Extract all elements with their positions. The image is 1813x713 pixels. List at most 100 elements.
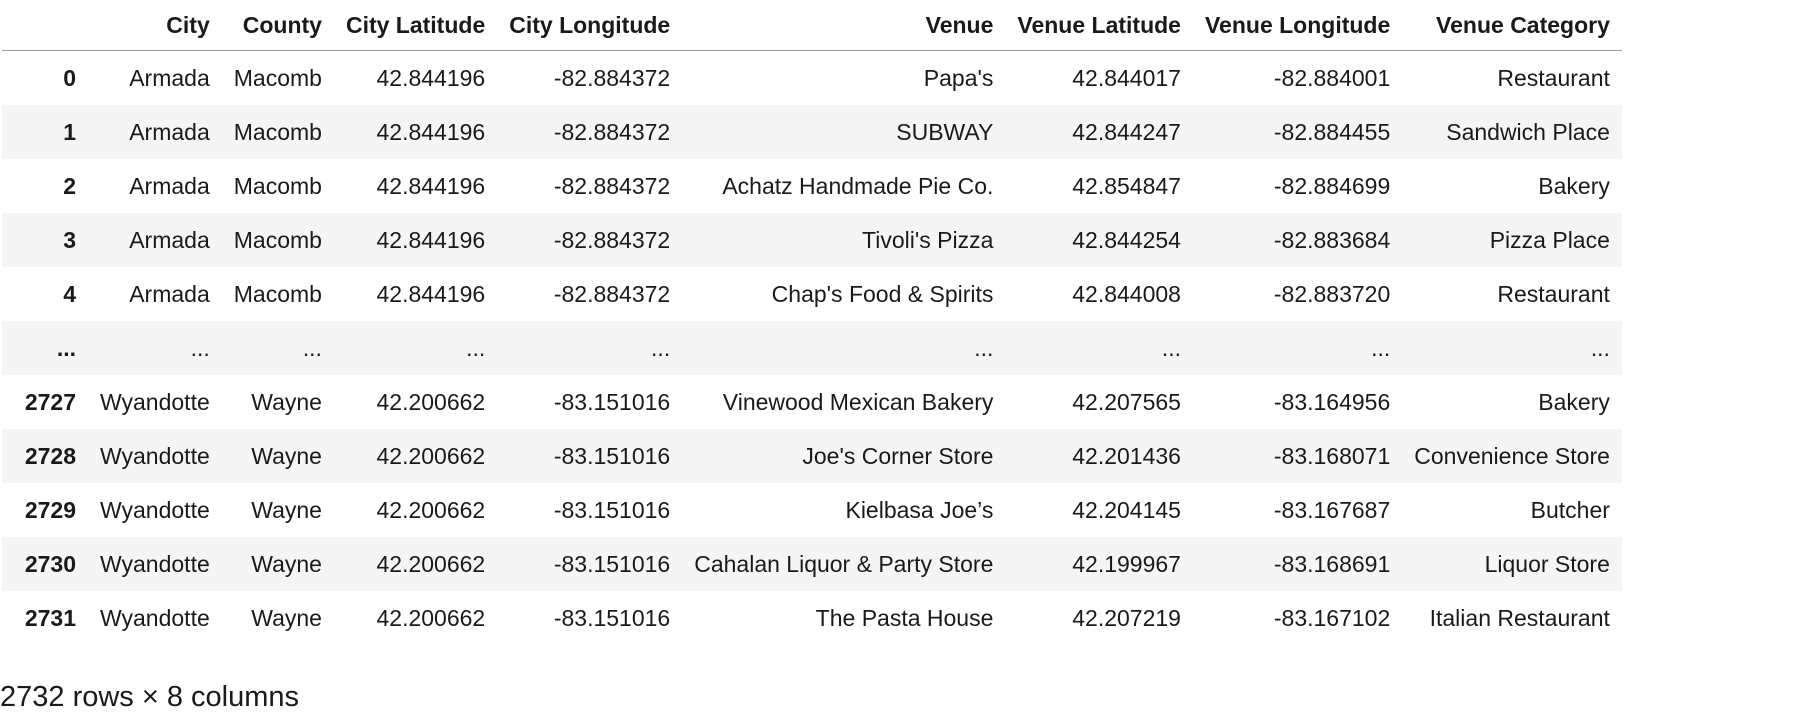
cell-city-latitude: ... [466, 334, 486, 361]
column-header-venue: Venue [682, 0, 1006, 51]
cell-city-latitude: 42.844196 [376, 64, 486, 91]
cell-city-longitude: ... [651, 334, 671, 361]
table-row: 3 Armada Macomb 42.844196 -82.884372 Tivoli's… [2, 213, 1622, 267]
cell-venue-latitude: 42.199967 [1072, 550, 1181, 577]
row-index: 2728 [24, 442, 76, 469]
table-row: 2727 Wyandotte Wayne 42.200662 -83.151016 Vin… [2, 375, 1622, 429]
table-row: 1 Armada Macomb 42.844196 -82.884372 SUBWAY 42… [2, 105, 1622, 159]
table-row: ........................... [2, 321, 1622, 375]
table-row: 2 Armada Macomb 42.844196 -82.884372 Achatz H… [2, 159, 1622, 213]
cell-venue: The Pasta House [815, 604, 994, 631]
row-index: 2730 [24, 550, 76, 577]
cell-city: Armada [129, 64, 210, 91]
cell-venue: Cahalan Liquor & Party Store [694, 550, 994, 577]
column-header-venue-latitude: Venue Latitude [1005, 0, 1193, 51]
cell-city-latitude: 42.844196 [376, 280, 486, 307]
cell-venue-latitude: 42.854847 [1072, 172, 1181, 199]
table-row: 2730 Wyandotte Wayne 42.200662 -83.151016 Cah… [2, 537, 1622, 591]
row-index: 4 [63, 280, 76, 307]
cell-venue-category: Bakery [1538, 388, 1610, 415]
cell-city-latitude: 42.200662 [376, 496, 486, 523]
table-row: 2731 Wyandotte Wayne 42.200662 -83.151016 The… [2, 591, 1622, 645]
cell-city-longitude: -83.151016 [553, 388, 671, 415]
column-header-city-latitude: City Latitude [333, 0, 498, 51]
row-index: 0 [63, 64, 76, 91]
table-header: City County City Latitude City Longitude Ven… [2, 0, 1622, 51]
column-header-venue-category: Venue Category [1402, 0, 1622, 51]
table-body: 0 Armada Macomb 42.844196 -82.884372 Papa's 42… [2, 51, 1622, 646]
row-index: ... [56, 334, 76, 361]
row-index: 1 [63, 118, 76, 145]
cell-city-longitude: -83.151016 [553, 550, 671, 577]
cell-county: Wayne [251, 388, 322, 415]
cell-city-latitude: 42.200662 [376, 442, 486, 469]
table-row: 0 Armada Macomb 42.844196 -82.884372 Papa's 42… [2, 51, 1622, 106]
cell-venue-longitude: -83.168071 [1273, 442, 1391, 469]
cell-county: Wayne [251, 496, 322, 523]
column-header-city: City [88, 0, 222, 51]
cell-venue-longitude: -82.883684 [1273, 226, 1391, 253]
cell-venue-latitude: 42.844254 [1072, 226, 1181, 253]
cell-city-longitude: -82.884372 [553, 280, 671, 307]
cell-venue-longitude: ... [1371, 334, 1391, 361]
row-index: 2 [63, 172, 76, 199]
cell-venue-longitude: -83.167687 [1273, 496, 1391, 523]
cell-venue: Kielbasa Joe’s [845, 496, 994, 523]
cell-venue-longitude: -83.167102 [1273, 604, 1391, 631]
cell-venue-category: Pizza Place [1489, 226, 1610, 253]
cell-venue-latitude: ... [1161, 334, 1181, 361]
table-row: 2729 Wyandotte Wayne 42.200662 -83.151016 Kie… [2, 483, 1622, 537]
cell-city-longitude: -83.151016 [553, 496, 671, 523]
cell-venue: Achatz Handmade Pie Co. [722, 172, 994, 199]
cell-county: Macomb [233, 64, 322, 91]
cell-city: Armada [129, 172, 210, 199]
cell-venue-latitude: 42.844017 [1072, 64, 1181, 91]
cell-city-latitude: 42.200662 [376, 388, 486, 415]
cell-venue-latitude: 42.844008 [1072, 280, 1181, 307]
cell-venue-category: Italian Restaurant [1429, 604, 1610, 631]
cell-venue-longitude: -82.884699 [1273, 172, 1391, 199]
cell-venue-longitude: -82.883720 [1273, 280, 1391, 307]
cell-city: Wyandotte [100, 442, 210, 469]
cell-city-latitude: 42.844196 [376, 172, 486, 199]
cell-city-longitude: -83.151016 [553, 604, 671, 631]
cell-county: Macomb [233, 172, 322, 199]
table-row: 4 Armada Macomb 42.844196 -82.884372 Chap's F… [2, 267, 1622, 321]
cell-city-longitude: -82.884372 [553, 226, 671, 253]
cell-venue-longitude: -82.884001 [1273, 64, 1391, 91]
cell-city: Wyandotte [100, 604, 210, 631]
cell-venue: SUBWAY [896, 118, 994, 145]
cell-city-latitude: 42.844196 [376, 118, 486, 145]
cell-county: Macomb [233, 226, 322, 253]
cell-venue-category: ... [1590, 334, 1610, 361]
cell-venue-latitude: 42.201436 [1072, 442, 1181, 469]
cell-venue-longitude: -82.884455 [1273, 118, 1391, 145]
column-header-county: County [221, 0, 334, 51]
cell-venue-latitude: 42.207565 [1072, 388, 1181, 415]
cell-venue-category: Restaurant [1497, 280, 1610, 307]
cell-venue: Joe's Corner Store [802, 442, 994, 469]
cell-county: Wayne [251, 604, 322, 631]
row-index: 2731 [24, 604, 76, 631]
cell-venue-latitude: 42.844247 [1072, 118, 1181, 145]
column-header-venue-longitude: Venue Longitude [1192, 0, 1403, 51]
cell-city: Wyandotte [100, 550, 210, 577]
cell-venue-category: Bakery [1538, 172, 1610, 199]
cell-city-longitude: -82.884372 [553, 118, 671, 145]
column-header-city-longitude: City Longitude [497, 0, 683, 51]
cell-venue-latitude: 42.204145 [1072, 496, 1181, 523]
cell-county: Macomb [233, 280, 322, 307]
cell-city-longitude: -82.884372 [553, 64, 671, 91]
cell-city-longitude: -83.151016 [553, 442, 671, 469]
cell-county: ... [302, 334, 322, 361]
cell-city-latitude: 42.200662 [376, 604, 486, 631]
cell-venue-category: Butcher [1530, 496, 1610, 523]
cell-county: Wayne [251, 442, 322, 469]
row-index: 3 [63, 226, 76, 253]
cell-venue: Tivoli's Pizza [862, 226, 994, 253]
cell-venue-longitude: -83.168691 [1273, 550, 1391, 577]
cell-county: Wayne [251, 550, 322, 577]
cell-city-longitude: -82.884372 [553, 172, 671, 199]
cell-venue: ... [974, 334, 994, 361]
